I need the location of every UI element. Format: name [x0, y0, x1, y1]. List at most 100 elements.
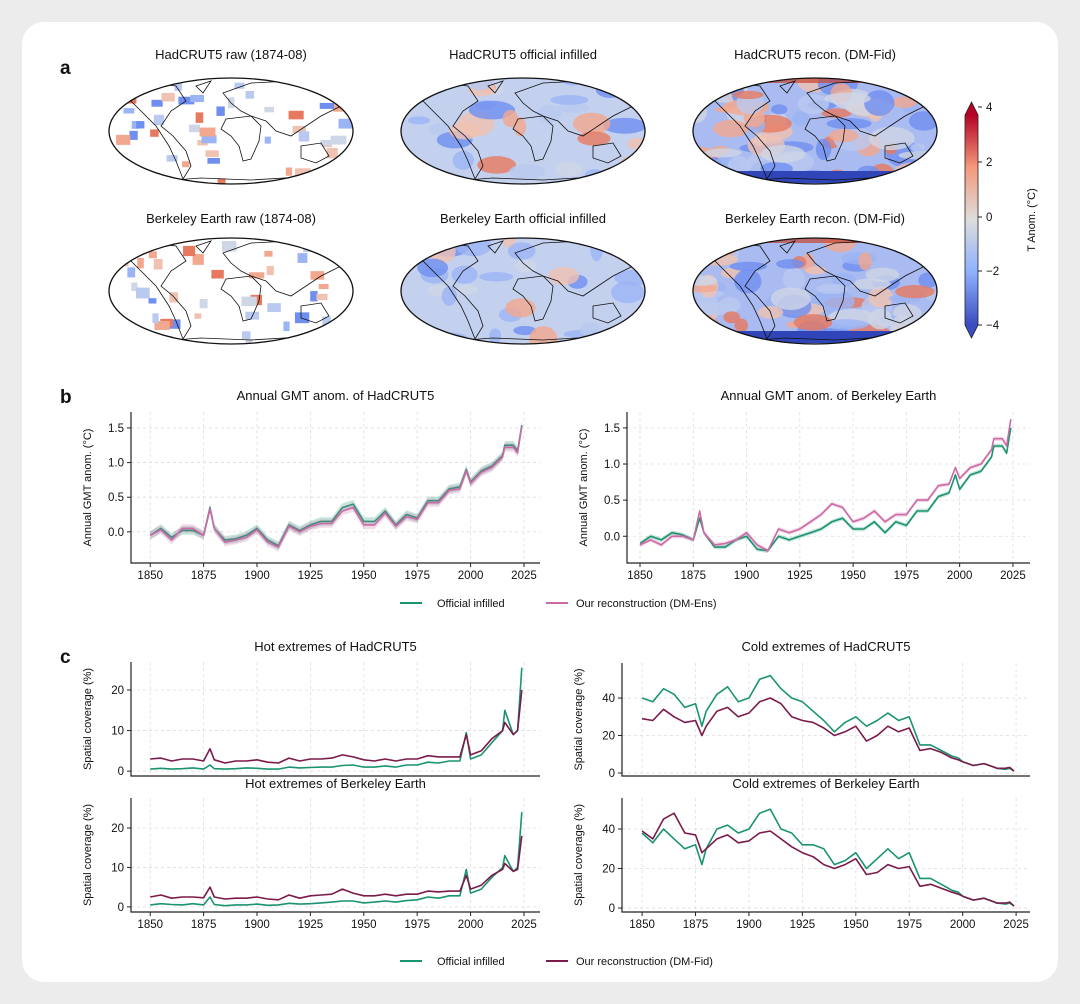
legend-c-label-recon: Our reconstruction (DM-Fid)	[576, 956, 713, 968]
legend-b-label-official: Official infilled	[437, 598, 505, 610]
map-title: HadCRUT5 recon. (DM-Fid)	[734, 47, 896, 62]
x-tick-label: 1975	[404, 919, 430, 931]
legend-b-label-recon: Our reconstruction (DM-Ens)	[576, 598, 717, 610]
colorbar-tick-label: −2	[986, 266, 999, 278]
y-tick-label: 0.0	[108, 527, 124, 539]
legend-c: Official infilled Our reconstruction (DM…	[400, 956, 713, 968]
map-title: HadCRUT5 official infilled	[449, 47, 597, 62]
colorbar-min-extension	[965, 325, 978, 338]
x-tick-label: 2025	[1003, 919, 1029, 931]
x-tick-label: 1875	[191, 570, 217, 582]
chart-berkeley-hot: Hot extremes of Berkeley Earth 1850 1875 19…	[82, 776, 540, 931]
y-tick-label: 1.0	[604, 459, 620, 471]
series-line-official	[150, 667, 523, 770]
colorbar-tick-label: −4	[986, 320, 1000, 332]
colorbar-gradient	[965, 115, 978, 325]
world-map-recon	[692, 237, 938, 345]
x-tick-label: 1925	[790, 919, 816, 931]
x-tick-label: 1925	[787, 570, 813, 582]
colorbar-label: T Anom. (°C)	[1026, 188, 1038, 252]
y-tick-label: 0.5	[604, 495, 620, 507]
x-tick-label: 1950	[843, 919, 869, 931]
y-tick-label: 1.0	[108, 458, 124, 470]
chart-hadcrut5-hot: Hot extremes of HadCRUT5 0 10 20 Spatial cov…	[82, 639, 540, 778]
chart-hadcrut5-cold: Cold extremes of HadCRUT5 0 20 40 Spatial co…	[573, 639, 1030, 780]
x-tick-label: 2025	[1000, 570, 1026, 582]
x-tick-label: 2025	[511, 919, 537, 931]
chart-hadcrut5-gmt: Annual GMT anom. of HadCRUT5 1850 1875 1900…	[82, 388, 540, 582]
series-line-reconstruction	[639, 419, 1012, 552]
series-line-reconstruction	[641, 697, 1015, 772]
x-tick-label: 1900	[244, 919, 270, 931]
y-axis-label: Spatial coverage (%)	[82, 804, 94, 906]
x-tick-label: 1975	[894, 570, 920, 582]
world-map-raw	[108, 77, 354, 185]
x-tick-label: 1900	[734, 570, 760, 582]
axes-spine	[130, 798, 540, 913]
y-tick-label: 0.0	[604, 531, 620, 543]
chart-title: Annual GMT anom. of Berkeley Earth	[721, 388, 937, 403]
x-tick-label: 1875	[683, 919, 709, 931]
y-tick-label: 20	[602, 731, 615, 743]
x-tick-label: 1850	[627, 570, 653, 582]
chart-title: Hot extremes of HadCRUT5	[254, 639, 417, 654]
y-tick-label: 0	[609, 768, 615, 780]
map-title: Berkeley Earth official infilled	[440, 211, 606, 226]
y-tick-label: 10	[111, 862, 124, 874]
map-title: Berkeley Earth raw (1874-08)	[146, 211, 316, 226]
panel-label-c: c	[60, 647, 71, 668]
uncertainty-band	[150, 421, 522, 550]
colorbar-tick-label: 0	[986, 212, 992, 224]
axes-spine	[621, 798, 1030, 913]
x-tick-label: 2000	[950, 919, 976, 931]
x-tick-label: 1950	[351, 570, 377, 582]
chart-berkeley-gmt: Annual GMT anom. of Berkeley Earth 1850 18…	[578, 388, 1030, 582]
y-tick-label: 10	[111, 726, 124, 738]
x-tick-label: 2000	[458, 919, 484, 931]
world-map-infilled	[400, 237, 646, 345]
map-grid: HadCRUT5 raw (1874-08) HadCRUT5 official …	[108, 47, 938, 345]
legend-c-label-official: Official infilled	[437, 956, 505, 968]
y-tick-label: 0	[609, 903, 615, 915]
series-line-reconstruction	[641, 812, 1015, 907]
y-axis-label: Annual GMT anom. (°C)	[82, 429, 94, 547]
x-tick-label: 1900	[244, 570, 270, 582]
chart-title: Hot extremes of Berkeley Earth	[245, 776, 426, 791]
colorbar: 4 2 0 −2 −4 T Anom. (°C)	[964, 101, 1038, 339]
y-axis-label: Spatial coverage (%)	[573, 668, 585, 770]
world-map-infilled	[400, 77, 646, 185]
map-title: HadCRUT5 raw (1874-08)	[155, 47, 307, 62]
series-line-official	[641, 674, 1015, 772]
axes-spine	[626, 412, 1030, 564]
series-line-reconstruction	[150, 835, 523, 901]
x-tick-label: 2000	[947, 570, 973, 582]
x-tick-label: 1875	[680, 570, 706, 582]
axes-spine	[621, 663, 1030, 777]
colorbar-max-extension	[965, 102, 978, 115]
y-axis-label: Annual GMT anom. (°C)	[578, 429, 590, 547]
series-line-official	[150, 812, 523, 907]
y-tick-label: 0	[118, 766, 124, 778]
series-line-reconstruction	[149, 426, 523, 548]
y-tick-label: 20	[602, 864, 615, 876]
x-tick-label: 1900	[736, 919, 762, 931]
x-tick-label: 1925	[298, 919, 324, 931]
x-tick-label: 1975	[896, 919, 922, 931]
panel-label-b: b	[60, 387, 72, 408]
world-map-raw	[108, 237, 354, 345]
y-tick-label: 20	[111, 685, 124, 697]
x-tick-label: 1850	[137, 919, 163, 931]
y-axis-label: Spatial coverage (%)	[573, 804, 585, 906]
x-tick-label: 1950	[840, 570, 866, 582]
y-tick-label: 20	[111, 823, 124, 835]
series-line-reconstruction	[150, 689, 523, 764]
colorbar-tick-label: 2	[986, 157, 992, 169]
x-tick-label: 1950	[351, 919, 377, 931]
y-tick-label: 0.5	[108, 492, 124, 504]
x-tick-label: 1875	[191, 919, 217, 931]
y-tick-label: 1.5	[108, 423, 124, 435]
x-tick-label: 1975	[404, 570, 430, 582]
y-tick-label: 1.5	[604, 423, 620, 435]
chart-berkeley-cold: Cold extremes of Berkeley Earth 1850 1875 1…	[573, 776, 1030, 931]
